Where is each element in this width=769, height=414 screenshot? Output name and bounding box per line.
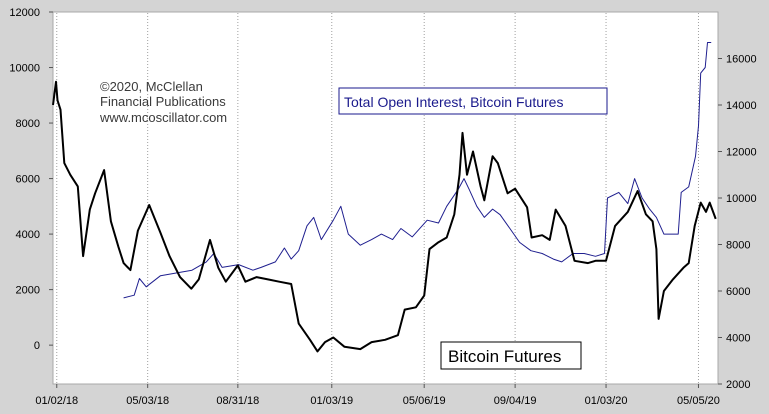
copyright-line-2: Financial Publications xyxy=(100,94,226,109)
right-tick-label: 10000 xyxy=(726,193,757,205)
left-tick-label: 4000 xyxy=(16,229,40,241)
right-tick-label: 6000 xyxy=(726,286,750,298)
left-tick-label: 2000 xyxy=(16,285,40,297)
x-tick-label: 01/03/20 xyxy=(585,395,628,407)
copyright-line-3: www.mcoscillator.com xyxy=(99,110,227,125)
label-open-interest: Total Open Interest, Bitcoin Futures xyxy=(338,87,608,115)
plot-area xyxy=(52,11,719,385)
left-tick-label: 12000 xyxy=(9,7,40,19)
label-bitcoin-futures-box xyxy=(440,341,582,370)
label-open-interest-box xyxy=(338,87,608,115)
label-open-interest-text: Total Open Interest, Bitcoin Futures xyxy=(344,94,563,110)
right-tick-label: 4000 xyxy=(726,333,750,345)
left-tick-label: 8000 xyxy=(16,118,40,130)
x-tick-label: 05/05/20 xyxy=(677,395,720,407)
x-tick-label: 01/03/19 xyxy=(310,395,353,407)
x-tick-label: 05/03/18 xyxy=(126,395,169,407)
x-tick-label: 01/02/18 xyxy=(35,395,78,407)
left-tick-label: 10000 xyxy=(9,63,40,75)
series-open-interest-line xyxy=(123,42,712,299)
right-tick-label: 2000 xyxy=(726,379,750,391)
left-tick-label: 6000 xyxy=(16,174,40,186)
label-bitcoin-futures-text: Bitcoin Futures xyxy=(448,347,561,366)
x-tick-label: 08/31/18 xyxy=(216,395,259,407)
x-tick-label: 09/04/19 xyxy=(494,395,537,407)
series-bitcoin-futures-line xyxy=(52,80,717,353)
right-axis-ticks: 2000 4000 6000 8000 10000 12000 14000 16000 xyxy=(718,54,757,391)
right-tick-label: 16000 xyxy=(726,54,757,66)
left-tick-label: 0 xyxy=(34,340,40,352)
right-tick-label: 14000 xyxy=(726,100,757,112)
x-tick-label: 05/06/19 xyxy=(403,395,446,407)
copyright-line-1: ©2020, McClellan xyxy=(100,79,203,94)
label-bitcoin-futures: Bitcoin Futures xyxy=(440,341,582,370)
left-axis-ticks: 0 2000 4000 6000 8000 10000 12000 xyxy=(9,7,53,352)
copyright-annotation: ©2020, McClellan Financial Publications … xyxy=(99,79,227,125)
right-tick-label: 12000 xyxy=(726,147,757,159)
right-tick-label: 8000 xyxy=(726,240,750,252)
x-axis-ticks: 01/02/18 05/03/18 08/31/18 01/03/19 05/06/19… xyxy=(35,384,720,407)
vertical-gridlines xyxy=(56,13,699,384)
